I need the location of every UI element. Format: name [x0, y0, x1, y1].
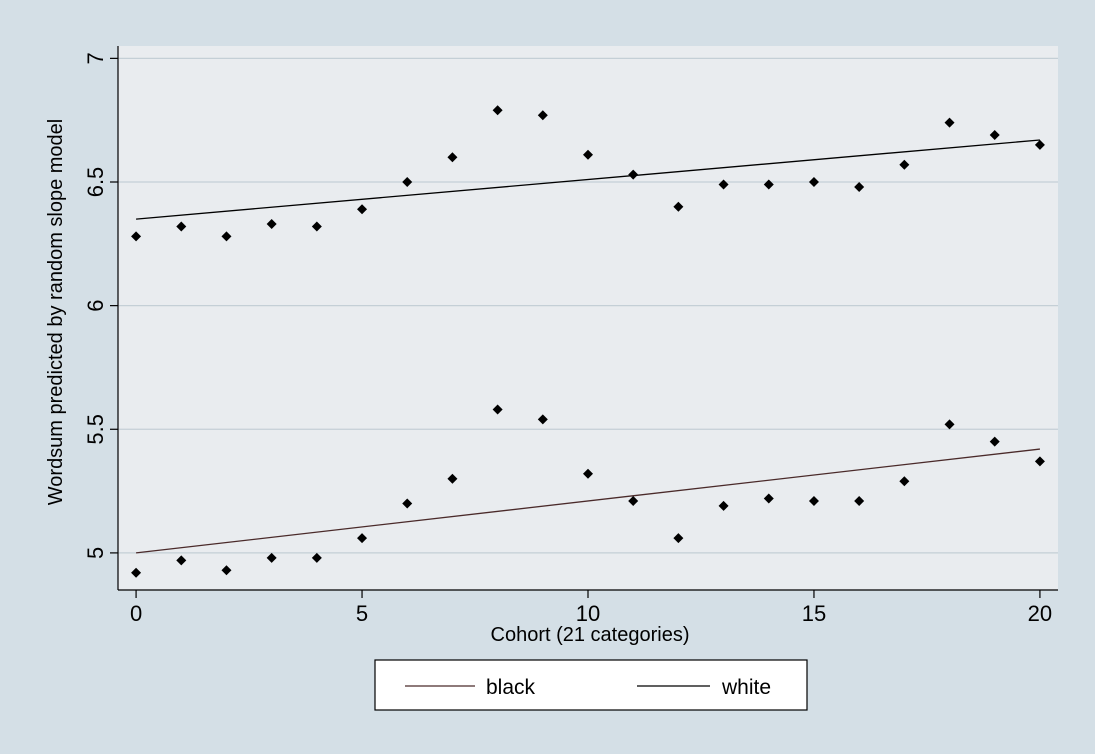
x-tick-label: 5 — [356, 601, 368, 626]
marker-white — [1034, 139, 1045, 150]
marker-black — [628, 495, 639, 506]
marker-black — [492, 404, 503, 415]
marker-white — [402, 177, 413, 187]
marker-white — [447, 152, 458, 163]
fit-lines — [136, 139, 1040, 554]
marker-white — [583, 149, 593, 160]
fit-line-white — [136, 139, 1040, 220]
marker-white — [628, 169, 639, 180]
marker-black — [673, 533, 684, 544]
marker-black — [763, 493, 774, 504]
marker-white — [537, 110, 548, 121]
x-ticks: 0 5 10 15 20 — [130, 590, 1052, 626]
marker-black — [1034, 456, 1045, 467]
marker-white — [221, 231, 232, 242]
marker-white — [989, 130, 1000, 141]
marker-black — [221, 565, 232, 576]
marker-black — [537, 414, 548, 425]
marker-white — [718, 179, 729, 190]
x-axis-title: Cohort (21 categories) — [491, 624, 690, 646]
marker-black — [718, 500, 729, 511]
marker-white — [808, 177, 819, 187]
y-tick-label: 6.5 — [83, 167, 108, 198]
marker-black — [899, 476, 910, 487]
marker-black — [989, 436, 1000, 447]
marker-black — [583, 468, 593, 479]
y-tick-label: 6 — [83, 300, 108, 312]
gridlines — [118, 57, 1058, 554]
legend-label-black: black — [486, 676, 536, 699]
x-tick-label: 20 — [1028, 601, 1052, 626]
marker-black — [357, 533, 368, 544]
y-tick-label: 7 — [83, 52, 108, 64]
markers — [131, 105, 1045, 578]
legend-box — [374, 659, 808, 711]
marker-white — [131, 231, 142, 242]
marker-black — [808, 495, 819, 506]
marker-white — [266, 219, 277, 230]
marker-white — [311, 221, 322, 232]
y-ticks: 5 5.5 6 6.5 7 — [83, 52, 118, 559]
plot-area — [118, 46, 1058, 590]
y-tick-label: 5 — [83, 547, 108, 559]
x-tick-label: 0 — [130, 601, 142, 626]
marker-black — [131, 567, 142, 578]
marker-white — [673, 201, 684, 212]
marker-white — [763, 179, 774, 190]
marker-black — [402, 498, 413, 509]
fit-line-black — [136, 448, 1040, 554]
marker-black — [447, 473, 458, 484]
marker-white — [492, 105, 503, 116]
marker-white — [854, 181, 865, 192]
x-tick-label: 10 — [576, 601, 600, 626]
x-tick-label: 15 — [802, 601, 826, 626]
marker-black — [311, 552, 322, 563]
marker-black — [176, 555, 187, 566]
y-tick-label: 5.5 — [83, 414, 108, 445]
y-axis-title: Wordsum predicted by random slope model — [45, 119, 67, 505]
marker-black — [854, 495, 865, 506]
marker-white — [944, 117, 955, 128]
legend-label-white: white — [721, 676, 771, 699]
marker-black — [266, 552, 277, 563]
marker-black — [944, 419, 955, 430]
marker-white — [176, 221, 187, 232]
legend: black white — [374, 659, 808, 711]
marker-white — [899, 159, 910, 170]
marker-white — [357, 204, 368, 215]
